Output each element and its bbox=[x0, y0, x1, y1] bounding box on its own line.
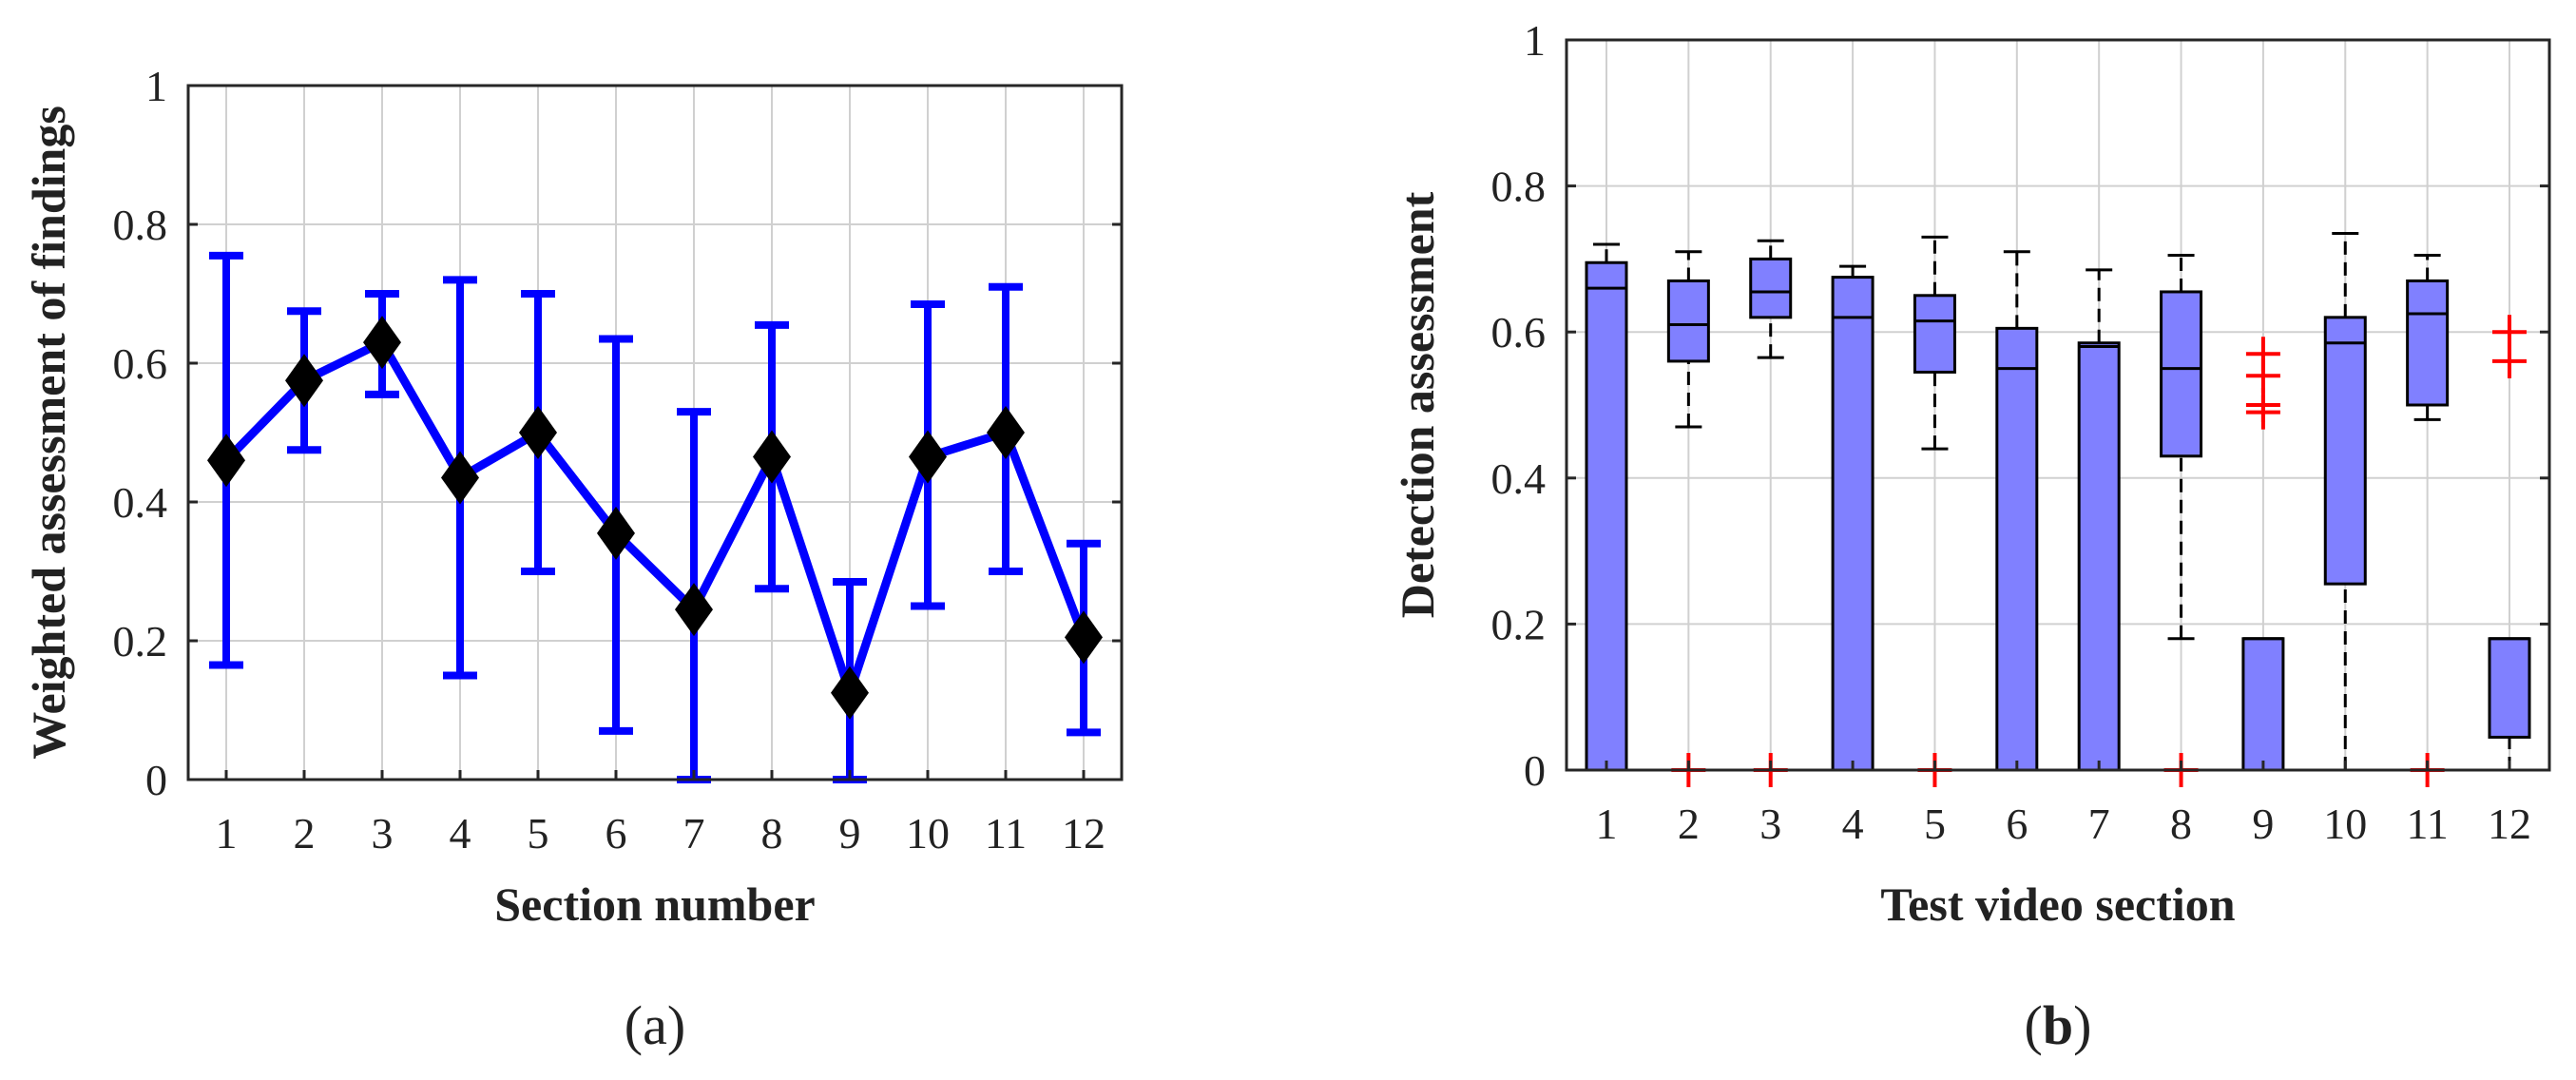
panel-b-y-axis-label: Detection assessment bbox=[1391, 191, 1444, 618]
panel-a-y-tick-label: 1 bbox=[145, 62, 167, 110]
panel-b-x-tick-label: 2 bbox=[1678, 800, 1700, 848]
box bbox=[1585, 260, 1628, 772]
panel-b-x-tick-label: 3 bbox=[1759, 800, 1781, 848]
panel-a-label: (a) bbox=[625, 994, 685, 1056]
panel-a-x-tick-label: 5 bbox=[528, 809, 549, 858]
panel-a-markers bbox=[207, 316, 1103, 720]
diamond-marker bbox=[363, 316, 401, 370]
panel-a-error-bars bbox=[209, 251, 1101, 783]
panel-b-y-tick-label: 0.8 bbox=[1491, 163, 1547, 211]
panel-b-x-tick-label: 9 bbox=[2252, 800, 2274, 848]
panel-a-x-tick-label: 9 bbox=[839, 809, 861, 858]
box bbox=[1913, 294, 1956, 374]
panel-b-x-tick-label: 12 bbox=[2488, 800, 2531, 848]
panel-a-y-tick-label: 0.2 bbox=[113, 617, 168, 665]
panel-a-x-tick-label: 2 bbox=[294, 809, 316, 858]
panel-b-x-tick-label: 8 bbox=[2170, 800, 2192, 848]
panel-a-x-tick-label: 12 bbox=[1062, 809, 1105, 858]
box bbox=[2241, 637, 2285, 772]
box bbox=[1831, 276, 1874, 772]
panel-b-x-tick-label: 6 bbox=[2006, 800, 2028, 848]
diamond-marker bbox=[519, 406, 557, 459]
panel-b-x-tick-label: 1 bbox=[1596, 800, 1618, 848]
panel-a-x-tick-label: 7 bbox=[683, 809, 705, 858]
panel-a: 1 2 3 4 5 6 7 8 9 10 11 12 00.20.40.60.81 Section n… bbox=[22, 62, 1124, 1056]
diamond-marker bbox=[597, 506, 635, 560]
box bbox=[2160, 290, 2203, 458]
panel-a-grid bbox=[188, 85, 1122, 781]
panel-a-x-axis-label: Section number bbox=[494, 878, 816, 931]
panel-a-y-tick-label: 0.8 bbox=[113, 201, 168, 249]
panel-b-y-ticks: 0 0.2 0.4 0.6 0.8 1 bbox=[1491, 16, 2549, 795]
diamond-marker bbox=[909, 430, 947, 484]
panel-a-x-tick-label: 6 bbox=[606, 809, 627, 858]
diamond-marker bbox=[675, 583, 713, 637]
diamond-marker bbox=[987, 406, 1025, 459]
panel-a-x-tick-label: 1 bbox=[216, 809, 238, 858]
panel-b-x-tick-label: 11 bbox=[2406, 800, 2448, 848]
panel-a-y-ticks: 0 0.2 0.4 0.6 0.8 1 bbox=[113, 62, 1122, 804]
panel-b-y-tick-label: 0 bbox=[1524, 746, 1546, 795]
diamond-marker bbox=[207, 434, 245, 488]
panel-a-x-ticks: 1 2 3 4 5 6 7 8 9 10 11 12 bbox=[216, 770, 1105, 858]
box bbox=[1995, 326, 2039, 772]
panel-b-axes-frame bbox=[1565, 38, 2551, 772]
panel-b-y-tick-label: 1 bbox=[1524, 16, 1546, 65]
panel-b-y-tick-label: 0.4 bbox=[1491, 454, 1547, 503]
box bbox=[1749, 257, 1793, 319]
box bbox=[2488, 637, 2531, 739]
panel-b-x-tick-label: 5 bbox=[1924, 800, 1946, 848]
panel-b-x-axis-label: Test video section bbox=[1880, 878, 2235, 931]
box bbox=[2406, 279, 2450, 407]
panel-a-y-tick-label: 0.6 bbox=[113, 339, 168, 388]
box bbox=[2323, 316, 2367, 586]
panel-b: 1 2 3 4 5 6 7 8 9 10 11 12 00.20.40.60.81 Test vide… bbox=[1391, 16, 2551, 1056]
panel-b-label: (b) bbox=[2025, 994, 2092, 1056]
panel-b-letter: b bbox=[2043, 994, 2073, 1056]
panel-b-grid bbox=[1567, 39, 2549, 771]
panel-a-x-tick-label: 3 bbox=[372, 809, 394, 858]
diamond-marker bbox=[831, 665, 869, 720]
box bbox=[2077, 341, 2121, 772]
panel-b-x-tick-label: 4 bbox=[1842, 800, 1864, 848]
panel-b-x-tick-label: 10 bbox=[2323, 800, 2367, 848]
diamond-marker bbox=[753, 430, 791, 484]
panel-b-x-ticks: 1 2 3 4 5 6 7 8 9 10 11 12 bbox=[1596, 761, 2531, 848]
panel-a-letter: a bbox=[643, 994, 667, 1056]
panel-b-x-tick-label: 7 bbox=[2088, 800, 2110, 848]
panel-a-x-tick-label: 8 bbox=[761, 809, 783, 858]
panel-a-x-tick-label: 10 bbox=[906, 809, 950, 858]
panel-b-y-tick-label: 0.6 bbox=[1491, 308, 1547, 357]
panel-a-y-tick-label: 0.4 bbox=[113, 478, 168, 527]
diamond-marker bbox=[285, 354, 323, 408]
diamond-marker bbox=[441, 451, 479, 505]
panel-a-y-tick-label: 0 bbox=[145, 756, 167, 804]
panel-a-y-axis-label: Weighted assessment of findings bbox=[22, 106, 75, 760]
box bbox=[1666, 279, 1710, 363]
panel-b-y-tick-label: 0.2 bbox=[1491, 600, 1547, 648]
panel-a-x-tick-label: 11 bbox=[985, 809, 1027, 858]
panel-b-boxes bbox=[1585, 232, 2531, 772]
panel-a-x-tick-label: 4 bbox=[450, 809, 471, 858]
diamond-marker bbox=[1065, 610, 1103, 665]
panel-a-axes-frame bbox=[186, 84, 1124, 781]
